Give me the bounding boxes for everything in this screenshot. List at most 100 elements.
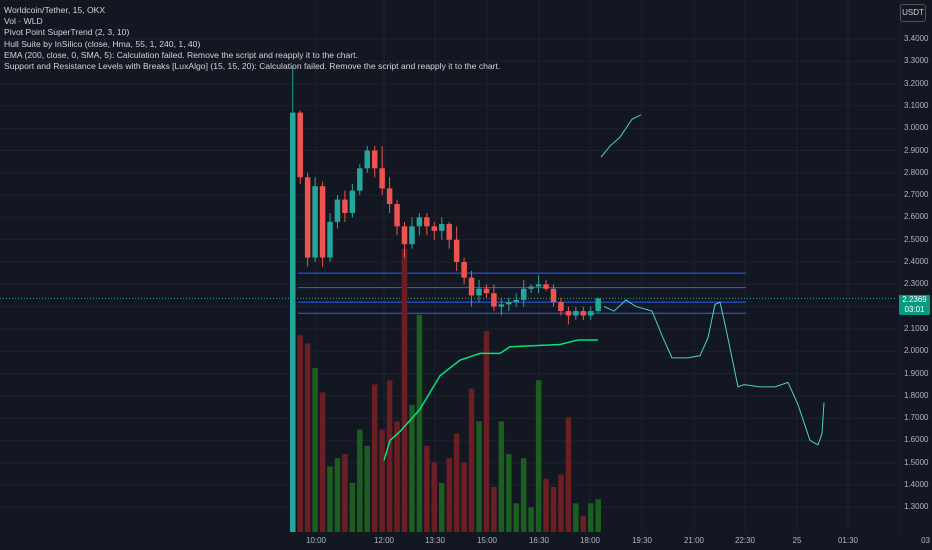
- legend-ema[interactable]: EMA (200, close, 0, SMA, 5): Calculation…: [4, 49, 358, 60]
- current-price: 2.2369: [902, 295, 927, 304]
- volume-bar: [401, 249, 408, 532]
- price-tick-label: 1.4000: [904, 480, 929, 489]
- price-tick-label: 1.7000: [904, 413, 929, 423]
- volume-bar: [573, 503, 579, 532]
- candle-body: [565, 311, 572, 316]
- time-tick-label: 03: [921, 536, 930, 545]
- candle-body: [416, 217, 423, 227]
- candle-body: [550, 288, 557, 303]
- candle-body: [498, 304, 505, 307]
- time-tick-label: 19:30: [631, 536, 653, 545]
- volume-bar: [550, 486, 557, 532]
- candle-body: [439, 224, 445, 231]
- volume-bar: [379, 429, 385, 532]
- candle-body: [528, 286, 534, 289]
- horizontal-levels: [0, 272, 896, 314]
- volume-bar: [506, 454, 512, 532]
- price-axis[interactable]: 3.4000 3.3000 3.2000 3.1000 3.0000 2.9000 2.80…: [896, 0, 932, 550]
- candle-body: [371, 150, 378, 169]
- candle-body: [483, 288, 490, 294]
- volume-bar: [535, 380, 542, 532]
- time-tick-label: 15:00: [476, 536, 498, 545]
- time-tick-label: 13:30: [424, 536, 446, 545]
- currency-button[interactable]: USDT: [900, 4, 926, 22]
- volume-bar: [453, 433, 460, 532]
- volume-bar: [304, 343, 311, 532]
- candle-body: [349, 190, 356, 213]
- volume-bar: [357, 429, 363, 532]
- price-tick-label: 2.0000: [904, 346, 929, 356]
- volume-bar: [424, 445, 430, 532]
- legend-hull[interactable]: Hull Suite by InSilico (close, Hma, 55, …: [4, 38, 201, 49]
- volume-bar: [446, 458, 452, 532]
- time-tick-label: 22:30: [734, 536, 756, 545]
- legend-symbol[interactable]: Worldcoin/Tether, 15, OKX: [4, 5, 106, 15]
- candle-body: [588, 311, 594, 316]
- volume-bar: [468, 388, 475, 532]
- projection-line: [603, 299, 825, 446]
- volume-bar: [528, 507, 534, 532]
- price-tick-label: 2.4000: [904, 257, 929, 266]
- candle-body: [319, 186, 326, 258]
- time-tick-label: 01:30: [837, 536, 859, 545]
- volume-bar: [371, 384, 378, 532]
- candle-body: [327, 221, 333, 258]
- volume-bar: [334, 458, 341, 532]
- time-tick-label: 10:00: [305, 536, 327, 545]
- candle-body: [580, 311, 587, 316]
- price-tick-label: 3.4000: [904, 34, 929, 43]
- volume-bar: [349, 482, 356, 532]
- candle-body: [297, 112, 303, 178]
- candle-body: [595, 298, 601, 312]
- time-tick-label: 16:30: [528, 536, 550, 545]
- candle-body: [543, 284, 549, 289]
- candle-body: [468, 277, 475, 296]
- price-tick-label: 3.1000: [904, 100, 929, 110]
- legend-vol[interactable]: Vol · WLD: [4, 16, 43, 27]
- volume-bar: [319, 392, 326, 532]
- volume-bar: [312, 368, 318, 532]
- price-tick-label: 2.7000: [904, 190, 929, 200]
- current-price-tag: 2.2369 03:01: [899, 295, 930, 315]
- candle-body: [409, 226, 415, 245]
- volume-bar: [513, 503, 519, 532]
- candle-body: [558, 302, 564, 312]
- price-tick-label: 2.1000: [904, 323, 929, 333]
- indicator-legend: Worldcoin/Tether, 15, OKX Vol · WLD Pivo…: [4, 5, 500, 72]
- price-tick-label: 2.5000: [904, 234, 929, 244]
- volume-bar: [364, 445, 370, 532]
- candle-body: [513, 299, 519, 303]
- candle-body: [342, 199, 348, 213]
- volume-bar: [431, 462, 438, 532]
- volume-bar: [498, 421, 505, 532]
- legend-pivot[interactable]: Pivot Point SuperTrend (2, 3, 10): [4, 27, 130, 38]
- candle-body: [535, 284, 542, 287]
- candle-body: [304, 177, 311, 258]
- price-tick-label: 2.8000: [904, 167, 929, 177]
- chart-grid: [0, 0, 901, 532]
- volume-bar: [409, 404, 415, 532]
- volume-bars: [290, 112, 601, 532]
- price-tick-label: 1.9000: [904, 368, 929, 378]
- time-tick-label: 12:00: [373, 536, 395, 545]
- candle-body: [394, 204, 400, 227]
- volume-bar: [394, 421, 400, 532]
- volume-bar: [461, 462, 467, 532]
- volume-bar: [520, 458, 527, 532]
- volume-bar: [297, 335, 303, 532]
- price-tick-label: 1.5000: [904, 457, 929, 467]
- indicator-lines: [383, 114, 825, 461]
- legend-snr[interactable]: Support and Resistance Levels with Break…: [4, 60, 501, 71]
- volume-bar: [558, 474, 564, 532]
- volume-bar: [588, 503, 594, 532]
- volume-bar: [595, 499, 601, 532]
- candle-body: [364, 150, 370, 169]
- time-tick-label: 21:00: [683, 536, 705, 545]
- volume-bar: [483, 331, 490, 532]
- candle-body: [461, 262, 467, 278]
- candle-body: [573, 311, 579, 316]
- candle-body: [386, 188, 393, 205]
- candle-body: [520, 288, 527, 300]
- candle-body: [312, 186, 318, 258]
